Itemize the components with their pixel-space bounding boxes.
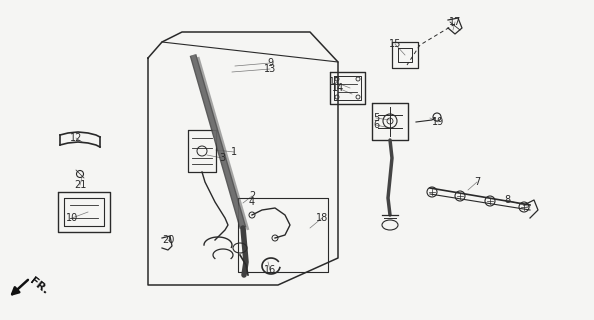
Text: 1: 1 (231, 147, 237, 157)
Text: 12: 12 (70, 133, 82, 143)
Text: 19: 19 (432, 117, 444, 127)
Text: 5: 5 (373, 113, 379, 123)
Text: 18: 18 (316, 213, 328, 223)
Text: 10: 10 (66, 213, 78, 223)
Text: FR.: FR. (28, 276, 50, 296)
Text: 4: 4 (249, 197, 255, 207)
Text: 15: 15 (389, 39, 401, 49)
Text: 21: 21 (74, 180, 86, 190)
Text: 9: 9 (267, 58, 273, 68)
Text: 20: 20 (162, 235, 174, 245)
Text: 17: 17 (449, 17, 461, 27)
Text: 11: 11 (329, 77, 341, 87)
Text: 8: 8 (504, 195, 510, 205)
Text: 13: 13 (264, 64, 276, 74)
Text: 14: 14 (332, 83, 344, 93)
Text: 7: 7 (474, 177, 480, 187)
Text: 2: 2 (249, 191, 255, 201)
Text: 3: 3 (219, 153, 225, 163)
Text: 6: 6 (373, 120, 379, 130)
Text: 16: 16 (264, 265, 276, 275)
